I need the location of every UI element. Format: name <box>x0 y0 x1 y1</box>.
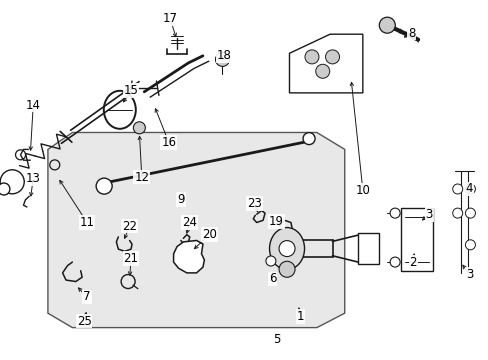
Circle shape <box>315 64 329 78</box>
Circle shape <box>389 257 399 267</box>
Circle shape <box>279 240 294 257</box>
Text: 13: 13 <box>26 172 41 185</box>
Text: 9: 9 <box>177 193 184 206</box>
Circle shape <box>452 208 462 218</box>
Circle shape <box>325 50 339 64</box>
Text: 11: 11 <box>80 216 94 229</box>
Text: 23: 23 <box>246 197 261 210</box>
Text: 3: 3 <box>465 268 472 281</box>
Text: 6: 6 <box>268 273 276 285</box>
Polygon shape <box>289 34 362 93</box>
Text: 19: 19 <box>268 215 283 228</box>
Text: 18: 18 <box>216 49 231 62</box>
Text: 4: 4 <box>465 183 472 195</box>
Circle shape <box>0 183 10 195</box>
Polygon shape <box>173 240 204 273</box>
Circle shape <box>0 170 24 194</box>
Circle shape <box>303 132 314 145</box>
Text: 16: 16 <box>161 136 176 149</box>
Text: 22: 22 <box>122 220 137 233</box>
Circle shape <box>452 184 462 194</box>
Circle shape <box>96 178 112 194</box>
Circle shape <box>465 184 474 194</box>
Circle shape <box>279 261 294 277</box>
Text: 14: 14 <box>26 99 41 112</box>
Circle shape <box>215 53 229 66</box>
Ellipse shape <box>269 228 304 270</box>
Polygon shape <box>48 132 344 328</box>
Circle shape <box>465 208 474 218</box>
Text: 5: 5 <box>273 333 281 346</box>
Text: 21: 21 <box>123 252 138 265</box>
Text: 17: 17 <box>163 12 177 25</box>
Polygon shape <box>400 208 432 271</box>
Text: 1: 1 <box>296 310 304 323</box>
Circle shape <box>133 122 145 134</box>
Polygon shape <box>357 233 378 264</box>
Circle shape <box>389 208 399 218</box>
Text: 15: 15 <box>123 84 138 97</box>
Text: 10: 10 <box>355 184 369 197</box>
Text: 24: 24 <box>182 216 197 229</box>
Circle shape <box>465 240 474 250</box>
Circle shape <box>265 256 275 266</box>
Circle shape <box>305 50 318 64</box>
Text: 3: 3 <box>425 208 432 221</box>
Text: 8: 8 <box>407 27 415 40</box>
Text: 12: 12 <box>134 171 149 184</box>
Text: 2: 2 <box>408 256 416 269</box>
Text: 25: 25 <box>77 315 91 328</box>
Text: 20: 20 <box>202 228 216 241</box>
Circle shape <box>379 17 394 33</box>
Text: 7: 7 <box>83 291 91 303</box>
